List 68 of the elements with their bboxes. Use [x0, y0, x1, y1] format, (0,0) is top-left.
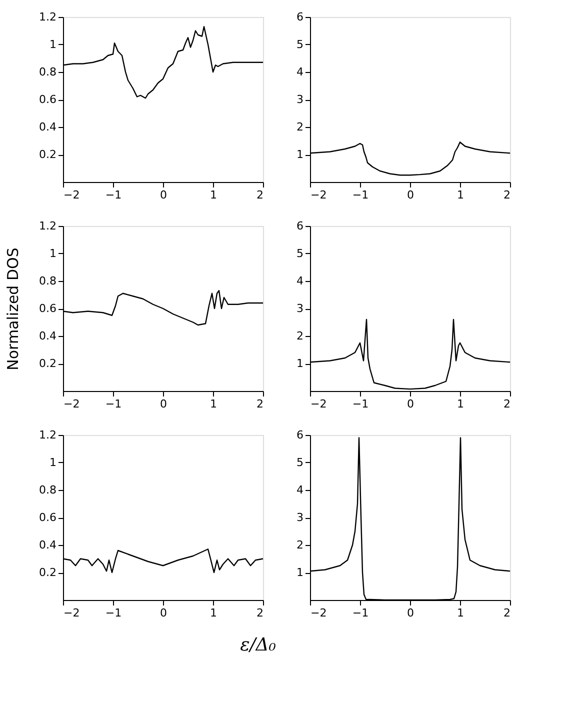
y-tick-label: 0.4 — [39, 330, 56, 342]
x-tick-label: 0 — [160, 606, 167, 620]
x-tick-label: −1 — [105, 398, 122, 410]
y-axis-title: Normalized DOS — [4, 248, 22, 370]
y-tick-label: 0.2 — [39, 566, 56, 579]
y-tick-label: 0.4 — [39, 120, 56, 134]
x-tick-label: 0 — [407, 188, 414, 202]
y-tick-label: 4 — [296, 66, 304, 78]
y-tick-label: 3 — [296, 511, 304, 524]
y-tick-label: 5 — [296, 456, 304, 469]
x-tick-label: −2 — [64, 606, 80, 620]
y-tick-label: 3 — [296, 302, 304, 315]
y-tick-label: 0.6 — [39, 302, 56, 315]
x-tick-label: −2 — [310, 606, 327, 620]
x-tick-label: 1 — [210, 188, 217, 202]
y-tick-label: 1 — [296, 148, 304, 161]
x-tick-label: 0 — [407, 398, 414, 410]
y-tick-label: 5 — [296, 247, 304, 260]
y-tick-label: 1 — [296, 357, 304, 370]
y-tick-label: 0.8 — [39, 274, 56, 288]
x-tick-label: 1 — [210, 398, 217, 410]
x-tick-label: 1 — [457, 188, 464, 202]
y-tick-label: 0.8 — [39, 484, 56, 496]
x-tick-label: −2 — [310, 188, 327, 202]
y-tick-label: 2 — [296, 330, 304, 342]
x-tick-label: −1 — [352, 398, 369, 410]
y-tick-label: 1 — [50, 456, 56, 469]
x-tick-label: 2 — [256, 398, 264, 410]
y-tick-label: 1 — [296, 566, 304, 579]
x-tick-label: 2 — [256, 188, 264, 202]
x-tick-label: −2 — [64, 398, 80, 410]
y-tick-label: 4 — [296, 484, 304, 496]
x-tick-label: −2 — [310, 398, 327, 410]
y-tick-label: 0.4 — [39, 538, 56, 552]
y-tick-label: 4 — [296, 274, 304, 288]
y-tick-label: 0.8 — [39, 66, 56, 78]
y-tick-label: 1 — [50, 247, 56, 260]
y-tick-label: 1.2 — [39, 428, 56, 442]
x-tick-label: 0 — [160, 188, 167, 202]
x-tick-label: −1 — [352, 188, 369, 202]
x-axis-title: ε/Δ₀ — [240, 634, 276, 656]
x-tick-label: 2 — [504, 188, 510, 202]
y-tick-label: 1 — [50, 38, 56, 51]
x-tick-label: −1 — [352, 606, 369, 620]
x-tick-label: 1 — [457, 398, 464, 410]
y-tick-label: 0.6 — [39, 93, 56, 106]
x-tick-label: −1 — [105, 606, 122, 620]
y-tick-label: 1.2 — [39, 220, 56, 232]
y-tick-label: 2 — [296, 538, 304, 552]
x-tick-label: 1 — [210, 606, 217, 620]
y-tick-label: 1.2 — [39, 10, 56, 24]
x-tick-label: −1 — [105, 188, 122, 202]
x-tick-label: 1 — [457, 606, 464, 620]
x-tick-label: 2 — [504, 606, 510, 620]
x-tick-label: 2 — [504, 398, 510, 410]
y-tick-label: 5 — [296, 38, 304, 51]
y-tick-label: 0.6 — [39, 511, 56, 524]
x-tick-label: 2 — [256, 606, 264, 620]
x-tick-label: −2 — [64, 188, 80, 202]
x-tick-label: 0 — [160, 398, 167, 410]
x-tick-label: 0 — [407, 606, 414, 620]
y-tick-label: 2 — [296, 120, 304, 134]
y-tick-label: 6 — [296, 10, 304, 24]
y-tick-label: 0.2 — [39, 357, 56, 370]
y-tick-label: 6 — [296, 220, 304, 232]
y-tick-label: 6 — [296, 428, 304, 442]
y-tick-label: 0.2 — [39, 148, 56, 161]
y-tick-label: 3 — [296, 93, 304, 106]
